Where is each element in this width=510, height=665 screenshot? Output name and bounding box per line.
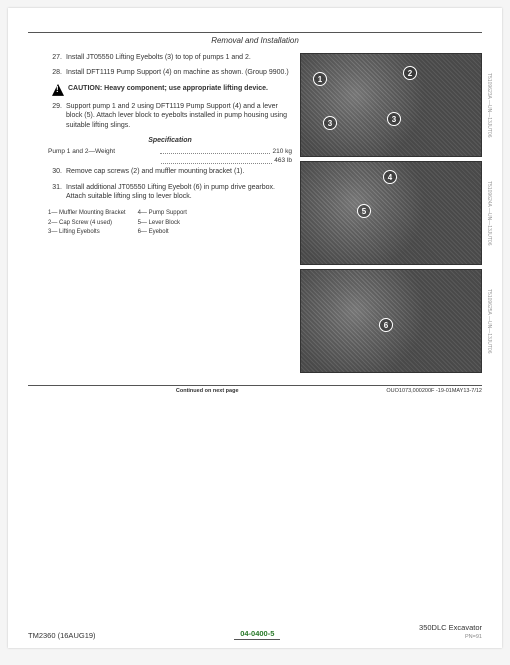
page: Removal and Installation 27.Install JT05…: [8, 8, 502, 648]
figure-3-id: T5109625A —UN—13JUT06: [486, 289, 492, 353]
callout-5: 5: [357, 204, 371, 218]
callout-4: 4: [383, 170, 397, 184]
spec-heading: Specification: [48, 136, 292, 145]
figure-2: 45: [300, 161, 482, 265]
step-31: 31.Install additional JT05550 Lifting Ey…: [48, 183, 292, 202]
legend-col-1: 1— Muffler Mounting Bracket 2— Cap Screw…: [48, 209, 126, 236]
footer-right: 350DLC Excavator PN=91: [419, 623, 482, 640]
continued-label: Continued on next page: [176, 388, 239, 394]
warning-icon: [52, 84, 64, 96]
spec-row: Pump 1 and 2—Weight210 kg: [48, 148, 292, 157]
continued-bar: Continued on next page OUO1073,000200F -…: [28, 385, 482, 394]
callout-3: 3: [323, 116, 337, 130]
figure-2-id: T5109624A —UN—13JUT06: [486, 181, 492, 245]
parts-legend: 1— Muffler Mounting Bracket 2— Cap Screw…: [48, 209, 292, 236]
footer-left: TM2360 (16AUG19): [28, 631, 96, 640]
caution-notice: CAUTION: Heavy component; use appropriat…: [48, 84, 292, 96]
figure-1-id: T5109623A —UN—13JUT06: [486, 73, 492, 137]
callout-1: 1: [313, 72, 327, 86]
figure-1-wrap: 1233 T5109623A —UN—13JUT06: [300, 53, 482, 157]
callout-3: 3: [387, 112, 401, 126]
step-29: 29.Support pump 1 and 2 using DFT1119 Pu…: [48, 102, 292, 130]
spec-row: 463 lb: [48, 157, 292, 166]
step-30: 30.Remove cap screws (2) and muffler mou…: [48, 167, 292, 176]
step-28: 28.Install DFT1119 Pump Support (4) on m…: [48, 68, 292, 77]
callout-2: 2: [403, 66, 417, 80]
footer-page-num: 04-0400-5: [234, 629, 280, 640]
figure-3-wrap: 6 T5109625A —UN—13JUT06: [300, 269, 482, 373]
figure-2-wrap: 45 T5109624A —UN—13JUT06: [300, 161, 482, 265]
content-area: 27.Install JT05550 Lifting Eyebolts (3) …: [8, 45, 502, 373]
legend-col-2: 4— Pump Support 5— Lever Block 6— Eyebol…: [138, 209, 187, 236]
text-column: 27.Install JT05550 Lifting Eyebolts (3) …: [48, 53, 292, 373]
callout-6: 6: [379, 318, 393, 332]
figure-column: 1233 T5109623A —UN—13JUT06 45 T5109624A …: [300, 53, 482, 373]
page-footer: TM2360 (16AUG19) 04-0400-5 350DLC Excava…: [28, 623, 482, 640]
figure-1: 1 2 3 3: [300, 53, 482, 157]
continued-ref: OUO1073,000200F -19-01MAY13-7/12: [386, 388, 482, 394]
step-27: 27.Install JT05550 Lifting Eyebolts (3) …: [48, 53, 292, 62]
figure-3: 6: [300, 269, 482, 373]
page-header: Removal and Installation: [28, 32, 482, 45]
